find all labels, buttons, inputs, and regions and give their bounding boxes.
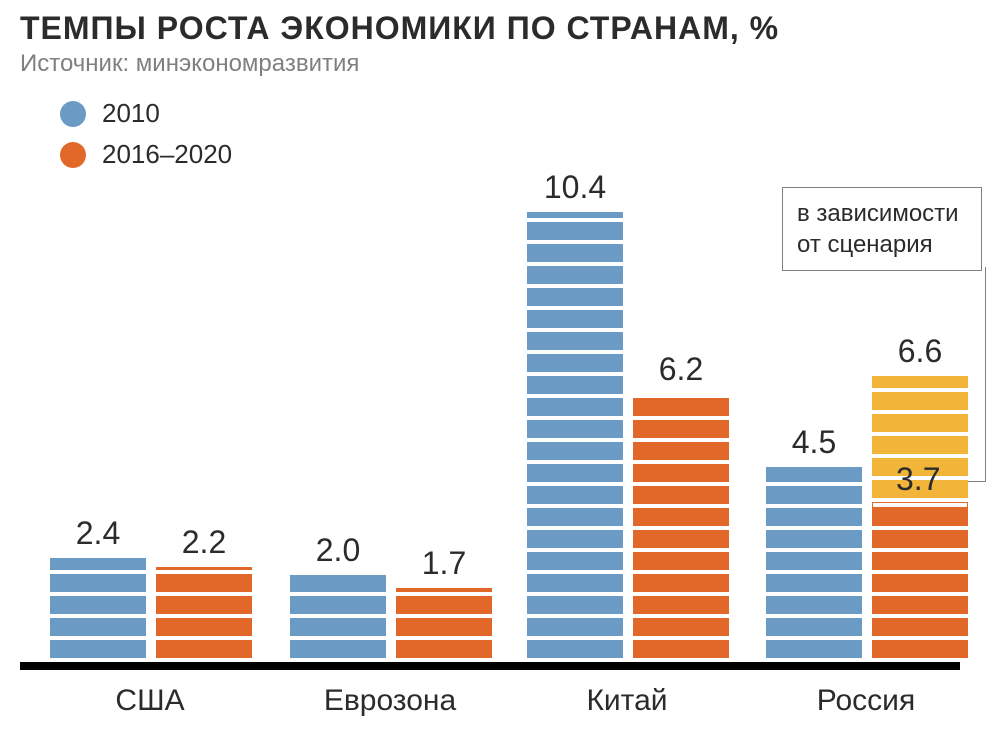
baseline [20,662,960,670]
bar-value-label: 2.2 [182,524,226,561]
bar-value-label: 6.6 [898,333,942,370]
bar-segment [872,511,968,662]
x-axis-label: США [115,684,184,718]
bar-value-label: 1.7 [422,545,466,582]
x-axis-label: Россия [817,684,915,718]
bar [766,467,862,662]
scenario-note-line2: от сценария [797,229,967,260]
note-connector [985,267,986,482]
chart-title: ТЕМПЫ РОСТА ЭКОНОМИКИ ПО СТРАНАМ, % [20,10,779,47]
bar-value-label: 6.2 [659,351,703,388]
chart-subtitle: Источник: минэкономразвития [20,50,359,78]
x-axis-label: Китай [586,684,667,718]
bar-value-label: 10.4 [544,169,606,206]
bar [633,394,729,662]
bar-segment [872,502,968,511]
bar-value-label: 2.4 [76,515,120,552]
bar [527,212,623,662]
bar-value-label: 4.5 [792,424,836,461]
scenario-note-line1: в зависимости [797,198,967,229]
note-connector [968,481,986,482]
x-axis-label: Еврозона [324,684,456,718]
bar [290,575,386,662]
bar-extra-value-label: 3.7 [896,461,940,498]
bar [50,558,146,662]
bar-value-label: 2.0 [316,532,360,569]
bar [396,588,492,662]
bar [156,567,252,662]
scenario-note-box: в зависимости от сценария [782,187,982,271]
